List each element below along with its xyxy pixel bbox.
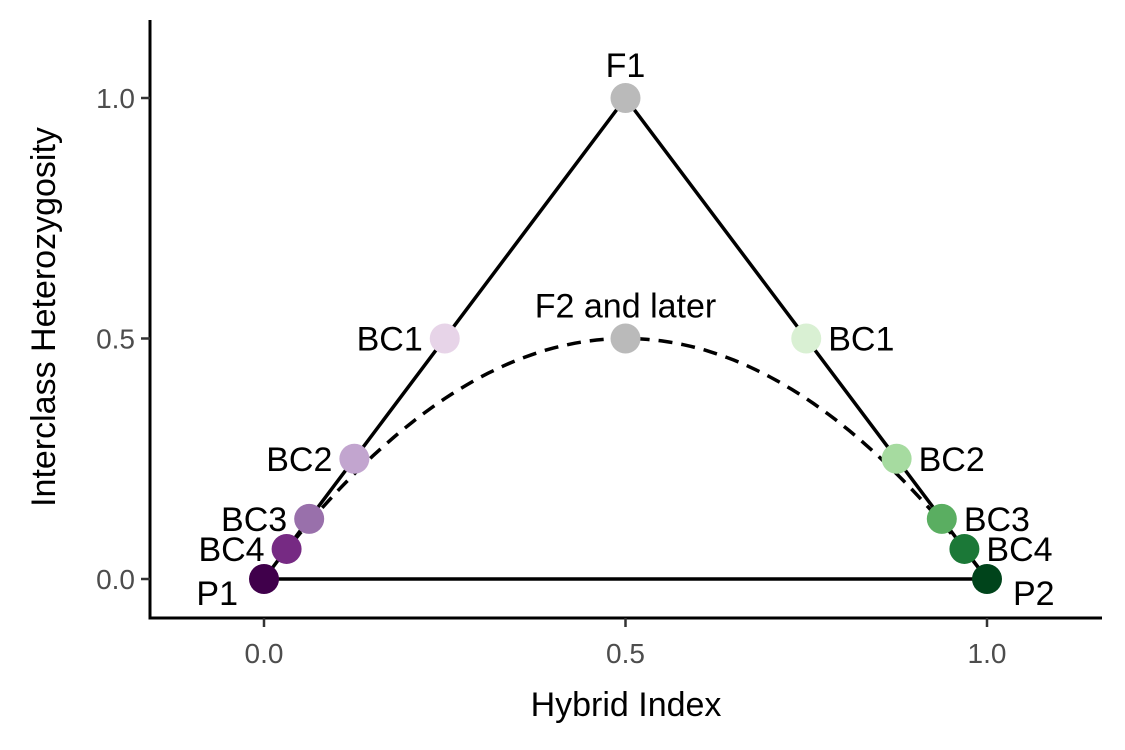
y-tick-label: 0.0 <box>96 564 135 595</box>
point-bc3-marker <box>294 503 325 534</box>
x-tick-label: 0.0 <box>245 638 284 669</box>
point-p1-marker <box>249 564 279 594</box>
point-label: BC3 <box>221 501 287 539</box>
point-p2-marker <box>972 564 1002 594</box>
point-label: BC2 <box>919 441 985 479</box>
point-f2-and-later-marker <box>610 323 641 354</box>
point-label: BC4 <box>198 531 264 569</box>
y-tick-label: 0.5 <box>96 324 135 355</box>
point-label: BC1 <box>828 321 894 359</box>
point-f1-marker <box>610 83 641 113</box>
point-label: BC1 <box>357 321 423 359</box>
point-bc1-marker <box>429 323 460 354</box>
point-bc2-marker <box>339 443 370 474</box>
point-bc2-marker <box>881 443 912 474</box>
y-tick-label: 1.0 <box>96 83 135 114</box>
point-bc3-marker <box>926 503 957 534</box>
axes-layer: 0.0 0.5 1.0 0.0 0.5 1.0 <box>96 20 1102 669</box>
point-label: BC3 <box>964 501 1030 539</box>
y-axis-title: Interclass Heterozygosity <box>25 127 63 507</box>
point-bc1-marker <box>791 323 822 354</box>
point-label: F1 <box>606 47 646 85</box>
point-label: BC2 <box>266 441 332 479</box>
x-tick-label: 1.0 <box>968 638 1007 669</box>
f2-dashed-curve <box>262 336 989 581</box>
x-axis-title: Hybrid Index <box>531 686 722 724</box>
point-label: P2 <box>1013 575 1055 613</box>
x-tick-label: 0.5 <box>606 638 645 669</box>
point-label: P1 <box>196 575 238 613</box>
point-bc4-marker <box>949 533 980 564</box>
point-bc4-marker <box>271 533 302 564</box>
point-label: BC4 <box>986 531 1052 569</box>
point-label: F2 and later <box>535 288 716 326</box>
